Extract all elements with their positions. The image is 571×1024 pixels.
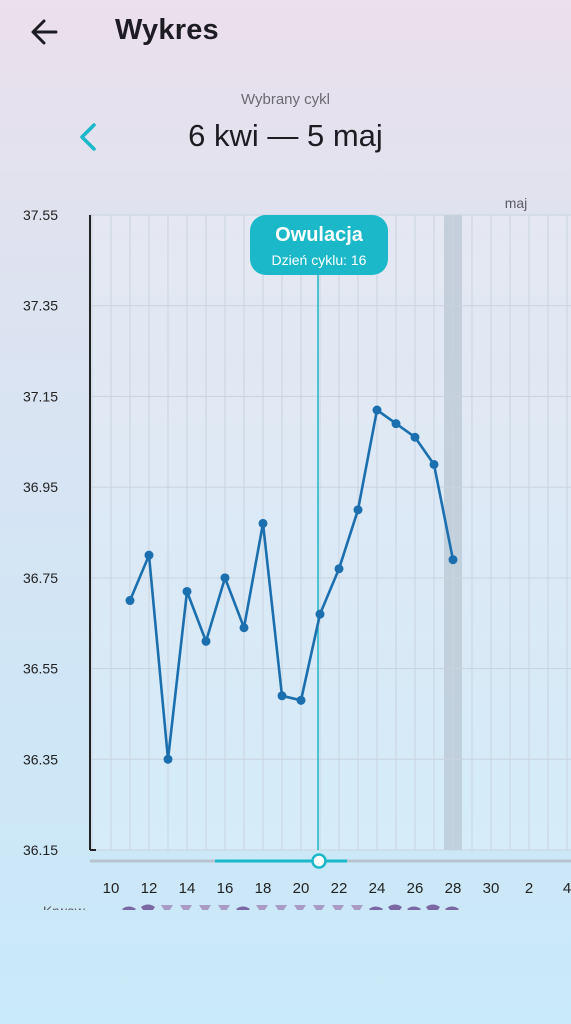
y-tick-label: 36.15 <box>23 842 58 858</box>
flow-light-icon <box>332 905 344 910</box>
x-tick-label: 20 <box>293 880 310 897</box>
flow-light-icon <box>351 905 363 910</box>
slider-handle[interactable] <box>311 853 327 869</box>
plot-area <box>90 215 571 850</box>
flow-heavy-icon <box>426 904 440 910</box>
x-tick-label: 10 <box>103 880 120 897</box>
temperature-point[interactable] <box>372 405 382 415</box>
flow-light-icon <box>199 905 211 910</box>
page-title: Wykres <box>115 14 219 46</box>
temperature-point[interactable] <box>182 586 192 596</box>
temperature-point[interactable] <box>125 596 135 606</box>
month-label: maj <box>505 195 528 211</box>
ovulation-subtitle: Dzień cyklu: 16 <box>272 252 367 268</box>
y-tick-label: 37.15 <box>23 388 58 404</box>
arrow-left-icon <box>31 19 58 45</box>
flow-heavy-icon <box>388 904 402 910</box>
ovulation-title: Owulacja <box>275 224 364 246</box>
flow-medium-icon <box>236 906 250 910</box>
temperature-chart[interactable]: 37.55 37.35 37.15 36.95 36.75 36.55 36.35 36.15… <box>0 185 571 910</box>
temperature-point[interactable] <box>315 609 325 619</box>
temperature-point[interactable] <box>163 754 173 764</box>
temperature-point[interactable] <box>410 432 420 442</box>
flow-light-icon <box>313 905 325 910</box>
temperature-point[interactable] <box>296 695 306 705</box>
y-tick-label: 37.35 <box>23 298 58 314</box>
flow-light-icon <box>218 905 230 910</box>
y-tick-label: 37.55 <box>23 207 58 223</box>
flow-medium-icon <box>407 906 421 910</box>
x-tick-label: 2 <box>525 880 533 897</box>
x-tick-label: 14 <box>179 880 196 897</box>
top-bar: Wykres <box>0 0 571 66</box>
x-tick-label: 26 <box>407 880 424 897</box>
y-tick-label: 36.95 <box>23 479 58 495</box>
flow-light-icon <box>256 905 268 910</box>
temperature-point[interactable] <box>201 636 211 646</box>
cycle-label: Wybrany cykl <box>240 91 331 108</box>
x-tick-label: 16 <box>217 880 234 897</box>
flow-light-icon <box>275 905 287 910</box>
temperature-point[interactable] <box>239 623 249 633</box>
y-tick-label: 36.55 <box>23 661 58 677</box>
x-tick-label: 4 <box>563 880 571 897</box>
flow-heavy-icon <box>141 904 155 910</box>
flow-medium-icon <box>369 906 383 910</box>
ovulation-badge[interactable] <box>250 215 388 275</box>
x-tick-label: 18 <box>255 880 272 897</box>
x-tick-label: 24 <box>369 880 386 897</box>
chevron-left-icon <box>80 123 96 151</box>
temperature-point[interactable] <box>334 564 344 574</box>
temperature-point[interactable] <box>277 691 287 701</box>
flow-light-icon <box>180 905 192 910</box>
x-tick-label: 12 <box>141 880 158 897</box>
temperature-point[interactable] <box>353 505 363 515</box>
back-button[interactable] <box>26 12 66 52</box>
temperature-point[interactable] <box>144 550 154 560</box>
y-tick-label: 36.75 <box>23 570 58 586</box>
cycle-range: 6 kwi — 5 maj <box>188 118 383 153</box>
previous-cycle-button[interactable] <box>72 118 104 156</box>
y-tick-label: 36.35 <box>23 751 58 767</box>
temperature-point[interactable] <box>391 419 401 429</box>
temperature-point[interactable] <box>448 555 458 565</box>
x-tick-label: 30 <box>483 880 500 897</box>
flow-medium-icon <box>445 906 459 910</box>
x-tick-label: 22 <box>331 880 348 897</box>
temperature-point[interactable] <box>220 573 230 583</box>
legend-label-flow: Krwaw. <box>43 903 88 910</box>
temperature-point[interactable] <box>258 518 268 528</box>
flow-light-icon <box>161 905 173 910</box>
flow-light-icon <box>294 905 306 910</box>
flow-medium-icon <box>122 906 136 910</box>
x-tick-label: 28 <box>445 880 462 897</box>
temperature-point[interactable] <box>429 459 439 469</box>
